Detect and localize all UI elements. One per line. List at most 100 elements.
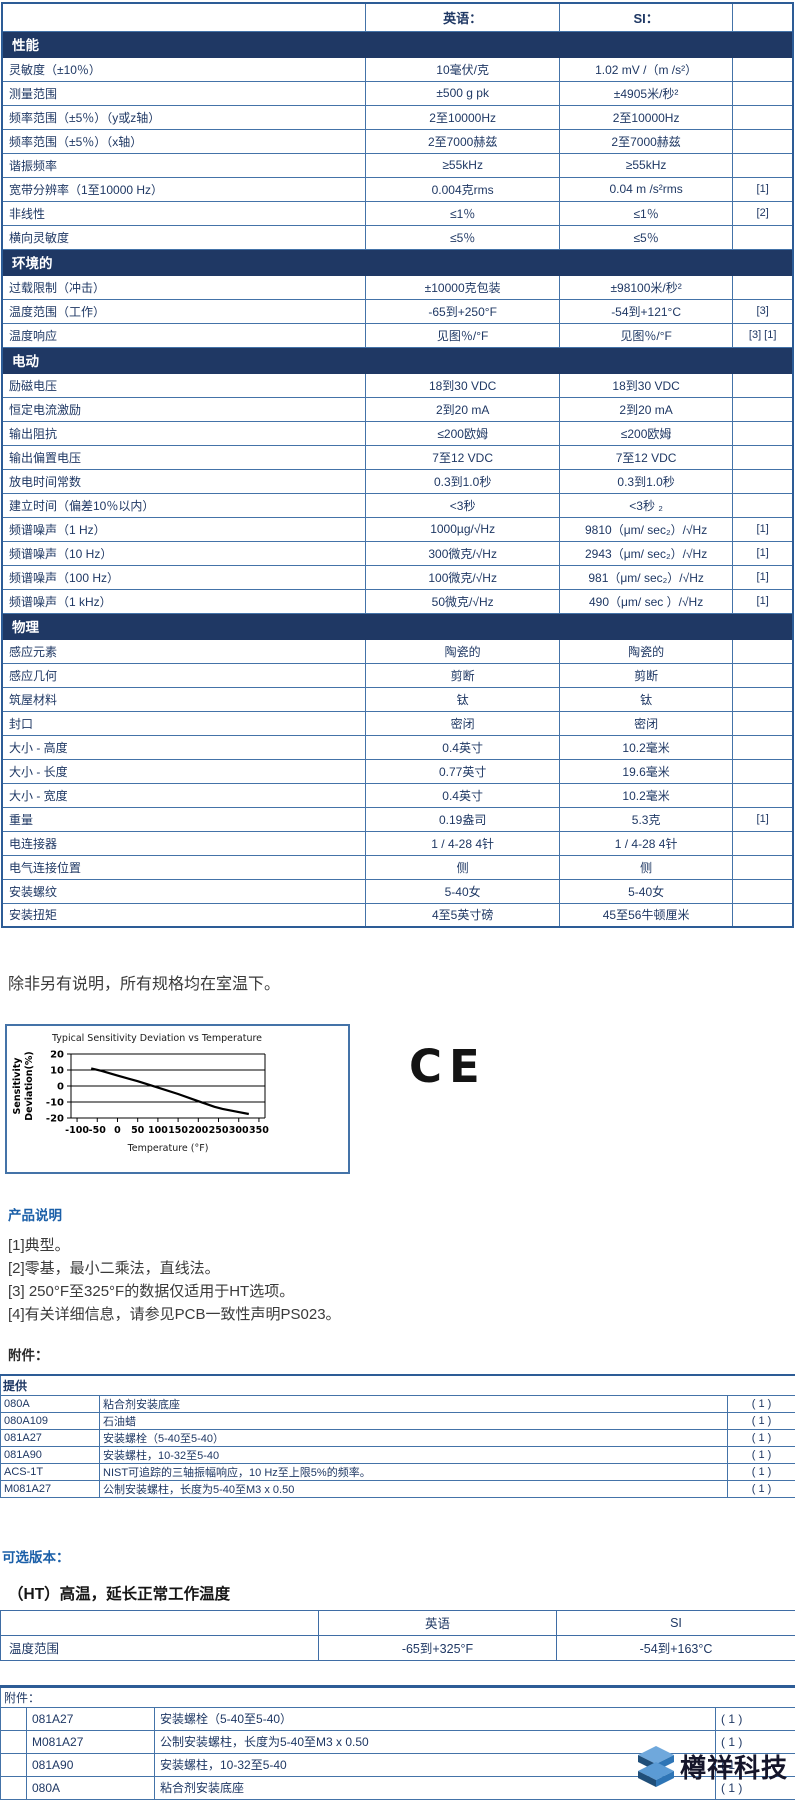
product-notes-heading: 产品说明	[8, 1204, 795, 1224]
spec-row-label: 大小 - 宽度	[2, 783, 366, 807]
spec-row-label: 测量范围	[2, 81, 366, 105]
spec-header-si: SI：	[559, 3, 732, 31]
spec-english-value: ≤5％	[366, 225, 559, 249]
section-title: 性能	[2, 31, 793, 57]
ht-header-row: 英语 SI	[1, 1610, 795, 1635]
attachment-model: 081A90	[27, 1753, 155, 1776]
spec-english-value: 0.77英寸	[366, 759, 559, 783]
spec-note-ref: [1]	[733, 565, 793, 589]
attachment-model: M081A27	[27, 1730, 155, 1753]
spec-si-value: 18到30 VDC	[559, 373, 732, 397]
accessory-quantity: ( 1 )	[728, 1429, 795, 1446]
ht-header-si: SI	[557, 1610, 795, 1635]
spec-note-ref: [3]	[733, 299, 793, 323]
attachments-heading: 附件：	[8, 1344, 795, 1364]
spec-si-value: 2943（μm/ sec₂）/√Hz	[559, 541, 732, 565]
accessory-model: ACS-1T	[1, 1463, 100, 1480]
spec-row-label: 励磁电压	[2, 373, 366, 397]
spec-english-value: 0.4英寸	[366, 783, 559, 807]
product-note-line: [2]零基，最小二乘法，直线法。	[8, 1257, 795, 1280]
spec-si-value: 2到20 mA	[559, 397, 732, 421]
spec-english-value: 5-40女	[366, 879, 559, 903]
spec-si-value: 钛	[559, 687, 732, 711]
svg-text:50: 50	[131, 1125, 145, 1136]
spec-note-ref	[733, 81, 793, 105]
spec-row-label: 频率范围（±5％）（x轴）	[2, 129, 366, 153]
accessory-quantity: ( 1 )	[728, 1412, 795, 1429]
svg-text:Sensitivity: Sensitivity	[12, 1057, 23, 1115]
section-header-row: 性能	[2, 31, 793, 57]
spec-row: 电气连接位置侧侧	[2, 855, 793, 879]
spec-header-row: 英语： SI：	[2, 3, 793, 31]
spec-si-value: <3秒 ₂	[559, 493, 732, 517]
spec-english-value: ≤200欧姆	[366, 421, 559, 445]
attachments-header: 附件：	[1, 1686, 795, 1707]
spec-si-value: 5-40女	[559, 879, 732, 903]
spec-row-label: 封口	[2, 711, 366, 735]
spec-english-value: 300微克/√Hz	[366, 541, 559, 565]
watermark-text: 樽祥科技	[680, 1748, 788, 1785]
attachment-model: 080A	[27, 1776, 155, 1799]
spec-note-ref	[733, 225, 793, 249]
spec-si-value: 19.6毫米	[559, 759, 732, 783]
spec-english-value: 50微克/√Hz	[366, 589, 559, 613]
spec-row-label: 大小 - 高度	[2, 735, 366, 759]
accessory-description: 粘合剂安装底座	[100, 1395, 728, 1412]
accessory-model: 080A109	[1, 1412, 100, 1429]
spec-row: 横向灵敏度≤5％≤5％	[2, 225, 793, 249]
ht-header-blank	[1, 1610, 319, 1635]
spec-note-ref	[733, 711, 793, 735]
spec-row-label: 温度响应	[2, 323, 366, 347]
spec-si-value: ≤200欧姆	[559, 421, 732, 445]
spec-si-value: 10.2毫米	[559, 783, 732, 807]
attachment-indent-cell	[1, 1776, 27, 1799]
product-note-line: [4]有关详细信息，请参见PCB一致性声明PS023。	[8, 1303, 795, 1326]
spec-english-value: 2至10000Hz	[366, 105, 559, 129]
room-temperature-note: 除非另有说明，所有规格均在室温下。	[8, 970, 795, 994]
spec-row: 输出阻抗≤200欧姆≤200欧姆	[2, 421, 793, 445]
accessory-description: 公制安装螺柱，长度为5-40至M3 x 0.50	[100, 1480, 728, 1497]
spec-si-value: 2至10000Hz	[559, 105, 732, 129]
spec-english-value: 陶瓷的	[366, 639, 559, 663]
spec-si-value: 陶瓷的	[559, 639, 732, 663]
spec-si-value: 1 / 4-28 4针	[559, 831, 732, 855]
spec-si-value: 5.3克	[559, 807, 732, 831]
spec-si-value: ±98100米/秒²	[559, 275, 732, 299]
spec-si-value: ≤5％	[559, 225, 732, 249]
ht-option-heading: （HT）高温，延长正常工作温度	[8, 1582, 795, 1604]
sensitivity-chart-svg: Typical Sensitivity Deviation vs Tempera…	[7, 1026, 348, 1172]
spec-row: 感应几何剪断剪断	[2, 663, 793, 687]
svg-text:200: 200	[188, 1125, 208, 1136]
ht-temp-range-label: 温度范围	[1, 1635, 319, 1660]
svg-text:Deviation(%): Deviation(%)	[24, 1051, 35, 1120]
accessory-quantity: ( 1 )	[728, 1395, 795, 1412]
svg-text:350: 350	[249, 1125, 269, 1136]
spec-row-label: 建立时间（偏差10％以内）	[2, 493, 366, 517]
spec-note-ref	[733, 831, 793, 855]
spec-note-ref	[733, 687, 793, 711]
spec-header-blank	[2, 3, 366, 31]
sensitivity-chart: Typical Sensitivity Deviation vs Tempera…	[5, 1024, 350, 1174]
spec-row: 过载限制（冲击）±10000克包装±98100米/秒²	[2, 275, 793, 299]
accessory-model: 081A90	[1, 1446, 100, 1463]
spec-row-label: 宽带分辨率（1至10000 Hz）	[2, 177, 366, 201]
spec-english-value: 0.3到1.0秒	[366, 469, 559, 493]
section-title: 物理	[2, 613, 793, 639]
spec-english-value: 1000µg/√Hz	[366, 517, 559, 541]
spec-si-value: ≥55kHz	[559, 153, 732, 177]
svg-text:Temperature (°F): Temperature (°F)	[127, 1143, 209, 1154]
